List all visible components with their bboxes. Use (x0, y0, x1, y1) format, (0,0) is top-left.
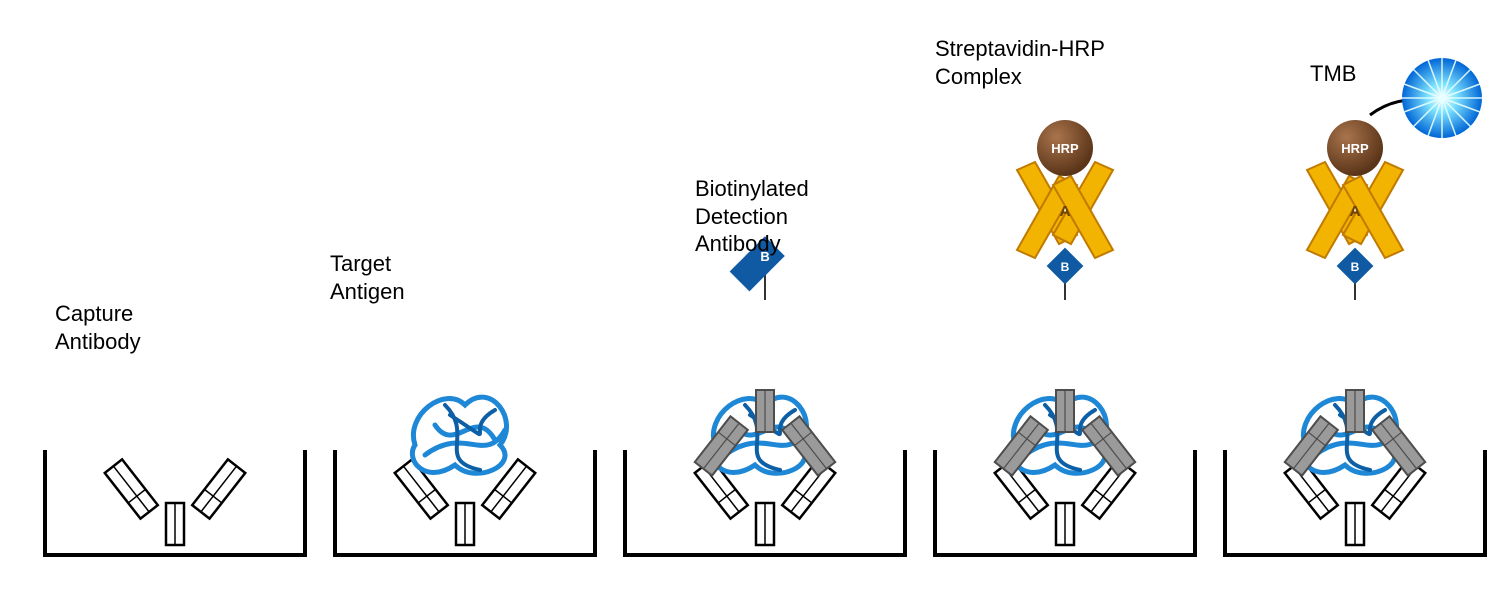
biotin-icon: B (1337, 248, 1374, 285)
biotin-label: B (1061, 260, 1070, 274)
antigen-icon (412, 397, 506, 473)
hrp-label: HRP (1051, 141, 1079, 156)
streptavidin-icon: A (1017, 162, 1113, 258)
elisa-step-4: B A HRP (930, 40, 1200, 560)
streptavidin-label: A (1350, 203, 1361, 220)
biotin-icon: B (1047, 248, 1084, 285)
label-tmb: TMB (1310, 60, 1356, 88)
step5-svg: B A HRP (1220, 40, 1490, 560)
label-biotinylated-detection: Biotinylated Detection Antibody (695, 175, 809, 258)
streptavidin-icon: A (1307, 162, 1403, 258)
hrp-icon: HRP (1327, 120, 1383, 176)
hrp-label: HRP (1341, 141, 1369, 156)
step4-svg: B A HRP (930, 40, 1200, 560)
hrp-icon: HRP (1037, 120, 1093, 176)
tmb-glow-icon (1402, 58, 1482, 138)
elisa-step-3: B (620, 40, 910, 560)
label-capture-antibody: Capture Antibody (55, 300, 141, 355)
biotin-label: B (1351, 260, 1360, 274)
streptavidin-label: A (1060, 203, 1071, 220)
capture-antibody-icon (105, 459, 245, 545)
step3-svg: B (620, 40, 910, 560)
label-target-antigen: Target Antigen (330, 250, 405, 305)
label-streptavidin-hrp: Streptavidin-HRP Complex (935, 35, 1105, 90)
elisa-step-5: B A HRP (1220, 40, 1490, 560)
